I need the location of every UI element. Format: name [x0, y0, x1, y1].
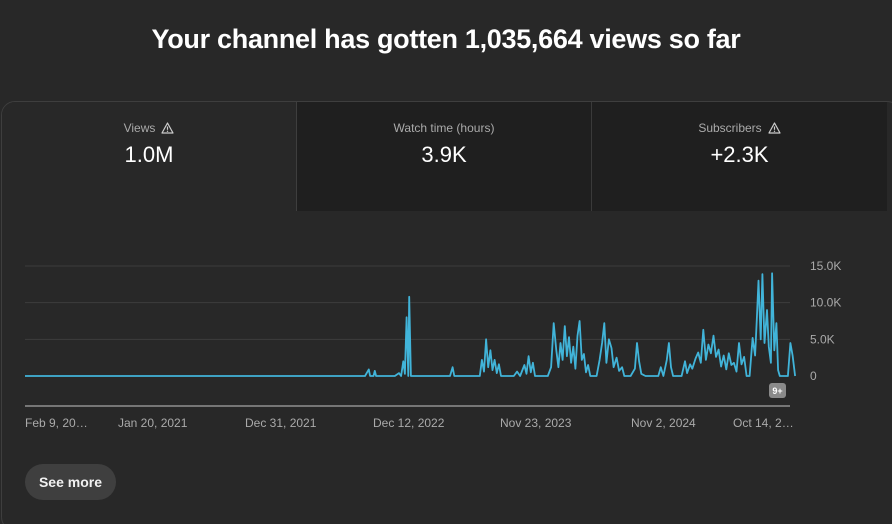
tab-subscribers[interactable]: Subscribers +2.3K: [592, 102, 887, 211]
tab-watch-time-label: Watch time (hours): [393, 121, 495, 135]
warning-icon: [161, 122, 174, 134]
tab-views[interactable]: Views 1.0M: [2, 102, 297, 211]
tab-subscribers-value: +2.3K: [710, 142, 769, 167]
x-tick-label: Nov 23, 2023: [500, 416, 572, 430]
notes-badge: [769, 383, 786, 398]
warning-icon: [768, 122, 781, 134]
metric-tabs: Views 1.0M Watch time (hours) 3.9K Subs: [2, 102, 890, 211]
metrics-card: Views 1.0M Watch time (hours) 3.9K Subs: [1, 101, 892, 524]
tab-views-value: 1.0M: [124, 142, 174, 167]
y-tick-label: 5.0K: [810, 332, 835, 346]
views-series-line: [25, 272, 796, 377]
see-more-button[interactable]: See more: [25, 464, 116, 500]
x-tick-label: Dec 31, 2021: [245, 416, 317, 430]
y-tick-label: 10.0K: [810, 296, 841, 310]
tab-watch-time[interactable]: Watch time (hours) 3.9K: [297, 102, 592, 211]
x-tick-label: Jan 20, 2021: [118, 416, 188, 430]
tab-views-label: Views: [123, 121, 156, 135]
page-title: Your channel has gotten 1,035,664 views …: [151, 24, 741, 54]
y-tick-label: 0: [810, 369, 817, 383]
tab-watch-time-value: 3.9K: [421, 142, 467, 167]
tab-subscribers-label: Subscribers: [698, 121, 762, 135]
x-tick-label: Nov 2, 2024: [631, 416, 696, 430]
y-tick-label: 15.0K: [810, 259, 841, 273]
x-tick-label: Dec 12, 2022: [373, 416, 445, 430]
x-tick-label: Oct 14, 2…: [733, 416, 794, 430]
notes-badge-label: 9+: [772, 386, 782, 396]
x-tick-label: Feb 9, 20…: [25, 416, 88, 430]
